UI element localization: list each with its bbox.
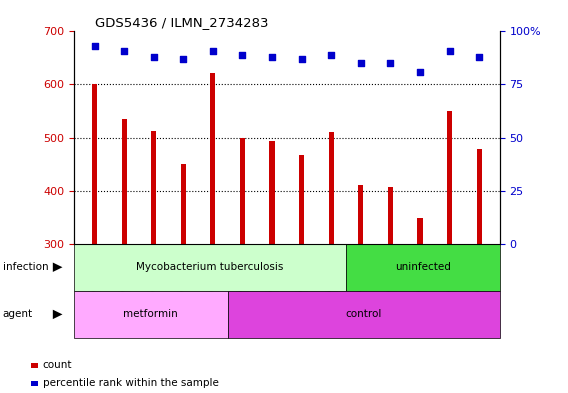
Point <box>386 60 395 66</box>
Bar <box>388 187 393 244</box>
Bar <box>346 244 500 291</box>
Point <box>120 48 129 54</box>
Bar <box>181 164 186 244</box>
Bar <box>92 84 97 244</box>
Text: uninfected: uninfected <box>395 262 451 272</box>
Point <box>415 69 424 75</box>
Bar <box>299 154 304 244</box>
Text: GDS5436 / ILMN_2734283: GDS5436 / ILMN_2734283 <box>95 16 269 29</box>
Text: Mycobacterium tuberculosis: Mycobacterium tuberculosis <box>136 262 283 272</box>
Bar <box>74 291 228 338</box>
Bar <box>417 218 423 244</box>
Bar <box>210 73 215 244</box>
Point <box>445 48 454 54</box>
Bar <box>447 111 452 244</box>
Bar <box>151 131 156 244</box>
Bar <box>122 119 127 244</box>
Bar <box>358 185 364 244</box>
Text: infection: infection <box>3 262 48 272</box>
Point <box>90 43 99 50</box>
Point <box>475 54 484 60</box>
Bar <box>240 138 245 244</box>
Point <box>149 54 158 60</box>
Bar <box>269 141 275 244</box>
Point <box>179 56 188 62</box>
Text: count: count <box>43 360 72 371</box>
Point <box>238 51 247 58</box>
Text: percentile rank within the sample: percentile rank within the sample <box>43 378 219 388</box>
Bar <box>228 291 500 338</box>
Point <box>327 51 336 58</box>
Bar <box>74 244 346 291</box>
Text: control: control <box>345 309 382 320</box>
Bar <box>329 132 334 244</box>
Point <box>208 48 218 54</box>
Bar <box>477 149 482 244</box>
Point <box>268 54 277 60</box>
Point <box>356 60 365 66</box>
Point <box>297 56 306 62</box>
Text: metformin: metformin <box>123 309 178 320</box>
Text: agent: agent <box>3 309 33 320</box>
